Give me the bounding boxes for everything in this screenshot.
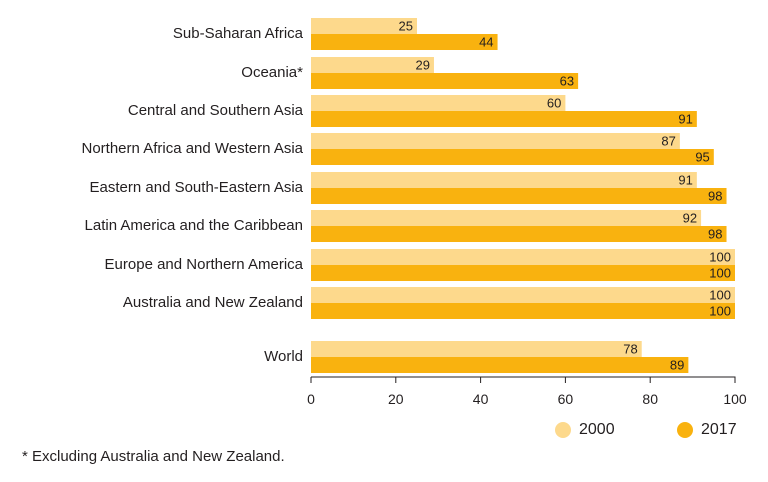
bar-2000-latin-america-and-the-caribbean xyxy=(311,210,702,226)
category-label-sub-saharan-africa: Sub-Saharan Africa xyxy=(173,25,304,42)
category-label-latin-america-and-the-caribbean: Latin America and the Caribbean xyxy=(85,217,303,234)
category-label-europe-and-northern-america: Europe and Northern America xyxy=(105,256,304,273)
bar-2017-latin-america-and-the-caribbean xyxy=(311,226,727,242)
category-label-northern-africa-and-western-asia: Northern Africa and Western Asia xyxy=(82,140,304,157)
bar-2017-oceania xyxy=(311,73,579,89)
bar-2017-sub-saharan-africa xyxy=(311,34,498,50)
bar-2000-northern-africa-and-western-asia xyxy=(311,133,680,149)
x-tick-label-20: 20 xyxy=(388,391,404,407)
legend-item-2017: 2017 xyxy=(677,421,737,439)
bar-2017-europe-and-northern-america xyxy=(311,265,735,281)
value-label-2017-sub-saharan-africa: 44 xyxy=(479,35,493,50)
bar-2000-sub-saharan-africa xyxy=(311,18,417,34)
value-label-2017-northern-africa-and-western-asia: 95 xyxy=(695,150,709,165)
category-labels: Sub-Saharan Africa Oceania* Central and So… xyxy=(82,25,304,365)
bar-2017-northern-africa-and-western-asia xyxy=(311,149,714,165)
x-tick-label-80: 80 xyxy=(642,391,658,407)
legend-label-2017: 2017 xyxy=(701,421,737,438)
value-label-2000-world: 78 xyxy=(623,342,637,357)
x-axis: 0 20 40 60 80 100 xyxy=(307,376,747,407)
x-tick-label-100: 100 xyxy=(723,391,747,407)
category-label-australia-and-new-zealand: Australia and New Zealand xyxy=(123,294,303,311)
value-label-2017-europe-and-northern-america: 100 xyxy=(709,266,731,281)
value-label-2017-eastern-and-south-eastern-asia: 98 xyxy=(708,189,722,204)
value-label-2000-europe-and-northern-america: 100 xyxy=(709,250,731,265)
bar-2000-central-and-southern-asia xyxy=(311,95,566,111)
value-label-2000-northern-africa-and-western-asia: 87 xyxy=(661,134,675,149)
category-label-oceania: Oceania* xyxy=(241,64,303,81)
bar-2017-world xyxy=(311,357,689,373)
x-tick-label-60: 60 xyxy=(558,391,574,407)
legend-item-2000: 2000 xyxy=(555,421,615,439)
category-label-eastern-and-south-eastern-asia: Eastern and South-Eastern Asia xyxy=(90,179,304,196)
value-label-2017-oceania: 63 xyxy=(560,74,574,89)
category-label-central-and-southern-asia: Central and Southern Asia xyxy=(128,102,304,119)
legend-label-2000: 2000 xyxy=(579,421,615,438)
legend-swatch-2017 xyxy=(677,422,693,438)
x-tick-label-40: 40 xyxy=(473,391,489,407)
value-label-2017-australia-and-new-zealand: 100 xyxy=(709,304,731,319)
value-label-2017-central-and-southern-asia: 91 xyxy=(678,112,692,127)
legend-swatch-2000 xyxy=(555,422,571,438)
footnote: * Excluding Australia and New Zealand. xyxy=(22,448,285,465)
value-label-2000-central-and-southern-asia: 60 xyxy=(547,96,561,111)
x-tick-label-0: 0 xyxy=(307,391,315,407)
bar-2000-oceania xyxy=(311,57,434,73)
bar-2000-europe-and-northern-america xyxy=(311,249,735,265)
value-label-2017-latin-america-and-the-caribbean: 98 xyxy=(708,227,722,242)
bar-2017-australia-and-new-zealand xyxy=(311,303,735,319)
value-label-2000-oceania: 29 xyxy=(415,58,429,73)
bar-2000-eastern-and-south-eastern-asia xyxy=(311,172,697,188)
bar-chart: 2544296360918795919892981001001001007889… xyxy=(82,18,747,407)
value-label-2017-world: 89 xyxy=(670,358,684,373)
bar-2000-world xyxy=(311,341,642,357)
category-label-world: World xyxy=(264,348,303,365)
bar-2000-australia-and-new-zealand xyxy=(311,287,735,303)
value-label-2000-latin-america-and-the-caribbean: 92 xyxy=(683,211,697,226)
value-label-2000-australia-and-new-zealand: 100 xyxy=(709,288,731,303)
value-label-2000-sub-saharan-africa: 25 xyxy=(399,19,413,34)
value-label-2000-eastern-and-south-eastern-asia: 91 xyxy=(678,173,692,188)
bar-2017-eastern-and-south-eastern-asia xyxy=(311,188,727,204)
bar-2017-central-and-southern-asia xyxy=(311,111,697,127)
